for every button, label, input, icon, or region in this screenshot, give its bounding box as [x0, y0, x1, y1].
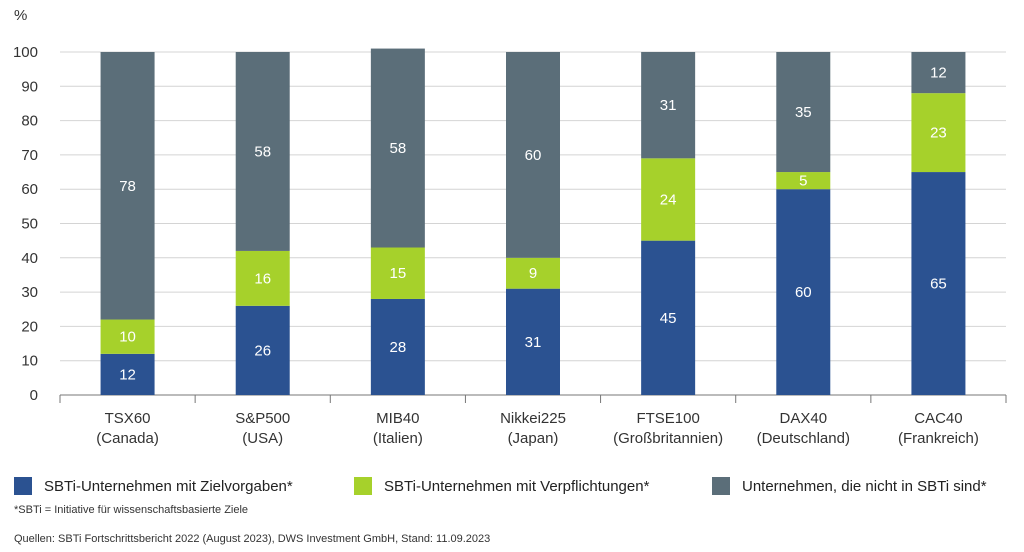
bar-segment [100, 52, 155, 320]
legend-label-nicht-sbti: Unternehmen, die nicht in SBTi sind* [742, 477, 987, 495]
bar-value-label: 65 [930, 276, 947, 293]
bar-value-label: 58 [254, 143, 271, 160]
x-category-label: MIB40 [376, 410, 419, 427]
bar-segment [100, 319, 155, 354]
y-tick-label: 100 [13, 44, 38, 61]
legend-swatch-zielvorgaben [14, 477, 32, 495]
bar-value-label: 45 [660, 310, 677, 327]
bar-segment [235, 52, 290, 251]
bar-value-label: 26 [254, 342, 271, 359]
bar-segment [506, 257, 560, 289]
bar-segment [370, 48, 425, 248]
bar-value-label: 12 [119, 366, 136, 383]
y-tick-label: 90 [21, 78, 38, 95]
y-tick-label: 80 [21, 113, 38, 130]
bar-value-label: 5 [799, 173, 807, 190]
bar-value-label: 35 [795, 104, 812, 121]
y-tick-label: 70 [21, 147, 38, 164]
x-category-label: (Italien) [373, 430, 423, 447]
bar-value-label: 58 [390, 140, 407, 157]
bar-value-label: 12 [930, 65, 947, 82]
y-tick-label: 30 [21, 284, 38, 301]
bar-value-label: 60 [795, 284, 812, 301]
bar-segment [235, 250, 290, 306]
legend-label-verpflichtungen: SBTi-Unternehmen mit Verpflichtungen* [384, 477, 650, 495]
bar-segment [370, 298, 425, 395]
bar-value-label: 10 [119, 329, 136, 346]
y-tick-label: 60 [21, 181, 38, 198]
footnote-sources: Quellen: SBTi Fortschrittsbericht 2022 (… [14, 533, 491, 545]
bar-segment [506, 288, 560, 395]
bar-segment [235, 305, 290, 395]
bar-segment [911, 52, 966, 94]
bar-value-label: 78 [119, 178, 136, 195]
x-category-label: (Japan) [508, 430, 559, 447]
legend-swatch-verpflichtungen [354, 477, 372, 495]
bars: 12 10 78 26 16 58 28 15 58 31 9 60 45 24 31 60 5 35 65 23 12 [100, 48, 966, 395]
x-category-label: (Frankreich) [898, 430, 979, 447]
y-tick-label: 50 [21, 216, 38, 233]
legend-item-nicht-sbti: Unternehmen, die nicht in SBTi sind* [712, 477, 987, 495]
bar-segment [776, 189, 831, 395]
bar-value-label: 9 [529, 265, 537, 282]
x-category-label: (Deutschland) [757, 430, 850, 447]
legend-swatch-nicht-sbti [712, 477, 730, 495]
x-category-label: S&P500 [235, 410, 290, 427]
footnote-definition: *SBTi = Initiative für wissenschaftsbasi… [14, 504, 249, 516]
x-category-label: FTSE100 [636, 410, 699, 427]
bar-segment [911, 172, 966, 395]
bar-segment [370, 247, 425, 299]
x-category-label: DAX40 [780, 410, 828, 427]
y-tick-label: 10 [21, 353, 38, 370]
legend-item-verpflichtungen: SBTi-Unternehmen mit Verpflichtungen* [354, 477, 649, 495]
bar-segment [506, 52, 560, 258]
bar-segment [911, 93, 966, 173]
bar-segment [776, 172, 831, 190]
bar-value-label: 24 [660, 191, 677, 208]
y-tick-label: 20 [21, 318, 38, 335]
y-tick-label: 40 [21, 250, 38, 267]
bar-segment [641, 158, 696, 241]
bar-value-label: 23 [930, 125, 947, 142]
x-category-label: (USA) [242, 430, 283, 447]
bar-value-label: 31 [525, 334, 542, 351]
legend: SBTi-Unternehmen mit Zielvorgaben* SBTi-… [14, 477, 1014, 501]
bar-value-label: 15 [390, 265, 407, 282]
bar-value-label: 28 [390, 339, 407, 356]
bar-segment [100, 353, 155, 395]
y-axis-ticks: 0 10 20 30 40 50 60 70 80 90 100 [13, 44, 38, 404]
x-category-label: (Großbritannien) [613, 430, 723, 447]
bar-segment [776, 52, 831, 173]
x-category-label: Nikkei225 [500, 410, 566, 427]
x-category-label: TSX60 [105, 410, 151, 427]
x-category-label: CAC40 [914, 410, 962, 427]
y-tick-label: 0 [30, 387, 38, 404]
bar-value-label: 31 [660, 97, 677, 114]
x-axis-category-labels: TSX60 (Canada) S&P500 (USA) MIB40 (Italien) Ni… [96, 410, 979, 447]
bar-segment [641, 240, 696, 395]
bar-value-label: 60 [525, 147, 542, 164]
legend-item-zielvorgaben: SBTi-Unternehmen mit Zielvorgaben* [14, 477, 293, 495]
y-axis-unit-label: % [14, 7, 27, 24]
bar-segment [641, 52, 696, 159]
x-category-label: (Canada) [96, 430, 159, 447]
legend-label-zielvorgaben: SBTi-Unternehmen mit Zielvorgaben* [44, 477, 293, 495]
bar-value-label: 16 [254, 270, 271, 287]
